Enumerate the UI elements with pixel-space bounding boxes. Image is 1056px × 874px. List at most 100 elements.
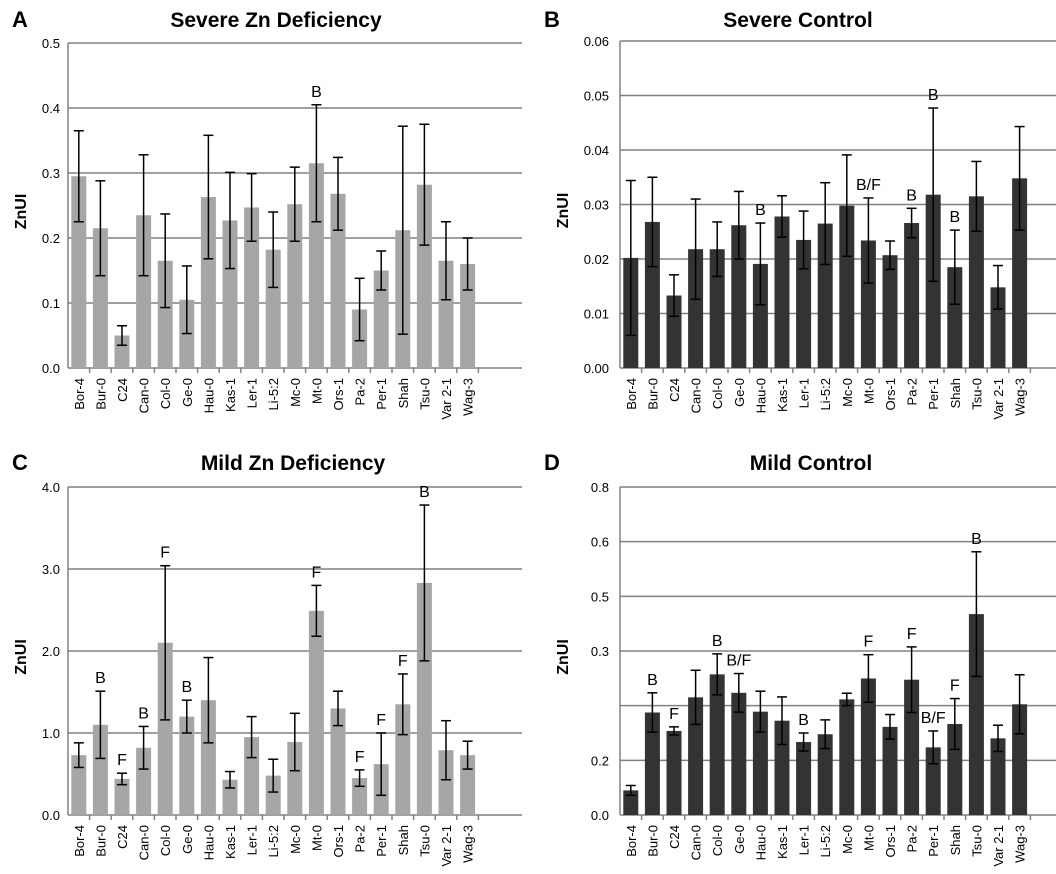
error-bar [669,274,679,317]
error-bar [820,181,831,266]
error-bar [376,732,387,797]
significance-label: B [311,84,322,101]
x-tick-label: Ge-0 [732,825,747,854]
bar-ge-0 [179,716,195,815]
bar-kas-1 [774,216,790,368]
error-bar [690,198,701,301]
significance-label: F [312,564,322,581]
x-tick-label: Pa-2 [905,825,920,852]
x-tick-label: Per-1 [926,378,941,410]
bar-ler-1 [796,742,812,815]
error-bar [246,172,257,242]
y-tick-label: 0.5 [42,36,60,51]
x-tick-label: Var 2-1 [439,378,454,420]
error-bar [928,107,939,283]
error-bar [419,504,430,662]
x-tick-label: Mc-0 [840,825,855,854]
x-tick-label: Wag-3 [1013,825,1028,863]
error-bar [777,696,787,746]
panel-letter: D [544,450,560,475]
bar-bur-0 [92,724,108,815]
bar-var-2-1 [990,738,1006,815]
x-tick-label: Tsu-0 [417,825,432,857]
x-tick-label: Ors-1 [883,825,898,858]
significance-label: B [95,670,106,687]
y-tick-label: 0.6 [591,535,609,550]
error-bar [712,653,723,696]
x-tick-label: Li-5:2 [266,378,281,411]
bar-pa-2 [904,223,920,368]
chart-title: Mild Control [750,452,872,475]
error-bar [462,237,473,291]
bar-bor-4 [623,790,639,815]
x-tick-label: Can-0 [137,378,152,413]
x-tick-label: Shah [948,378,963,408]
bar-pa-2 [352,778,368,815]
x-tick-label: Var 2-1 [439,825,454,867]
y-axis-label: ZnUI [555,193,572,229]
error-bar [225,770,235,789]
y-tick-label: 0.3 [591,644,609,659]
significance-label: B [419,484,430,501]
bar-c24 [114,778,130,815]
x-tick-label: Tsu-0 [969,825,984,857]
error-bar [138,154,149,277]
bar-tsu-0 [968,196,984,368]
error-bar [755,222,766,306]
error-bar [949,697,960,751]
y-tick-label: 0.00 [584,361,609,376]
bar-wag-3 [460,755,476,815]
x-tick-label: Bur-0 [645,378,660,410]
y-tick-label: 0.3 [42,166,60,181]
error-bar [1014,125,1025,231]
x-tick-label: Mc-0 [840,378,855,407]
y-tick-label: 0.0 [591,808,609,823]
error-bar [993,264,1003,310]
significance-label: F [950,678,960,695]
error-bar [971,160,982,232]
y-tick-label: 4.0 [42,480,60,495]
x-tick-label: Kas-1 [775,378,790,412]
error-bar [311,104,322,223]
bar-can-0 [688,697,704,815]
error-bar [268,758,279,793]
error-bar [138,725,149,770]
error-bar [906,207,917,239]
significance-label: F [669,706,679,723]
error-bar [993,724,1003,753]
significance-label: B [798,712,809,729]
x-tick-label: Col-0 [710,378,725,409]
x-tick-label: Wag-3 [461,825,476,863]
significance-label: B [928,87,939,104]
bar-mc-0 [839,699,855,815]
x-tick-label: Ors-1 [331,825,346,858]
x-tick-label: Ge-0 [732,378,747,407]
error-bar [712,221,723,278]
bar-c24 [114,335,130,368]
y-tick-label: 0.06 [584,34,609,49]
bar-ors-1 [882,726,898,815]
x-tick-label: Mt-0 [861,825,876,851]
x-tick-label: Kas-1 [223,378,238,412]
y-tick-label: 0.2 [42,231,60,246]
bar-hau-0 [200,197,216,368]
x-tick-label: Bur-0 [93,825,108,857]
x-tick-label: Per-1 [374,378,389,410]
x-tick-label: Kas-1 [223,825,238,859]
x-tick-label: Hau-0 [753,378,768,413]
y-tick-label: 0.8 [591,480,609,495]
error-bar [690,669,701,726]
x-tick-label: C24 [115,378,130,402]
error-bar [419,123,430,246]
x-tick-label: Wag-3 [461,378,476,416]
x-tick-label: Col-0 [158,378,173,409]
bar-li-5-2 [817,223,833,368]
y-tick-label: 0.01 [584,307,609,322]
error-bar [73,130,84,223]
error-bar [949,229,960,305]
significance-label: B [181,679,192,696]
x-tick-label: Hau-0 [201,825,216,860]
error-bar [841,692,852,707]
error-bar [160,213,171,309]
error-bar [311,584,322,637]
